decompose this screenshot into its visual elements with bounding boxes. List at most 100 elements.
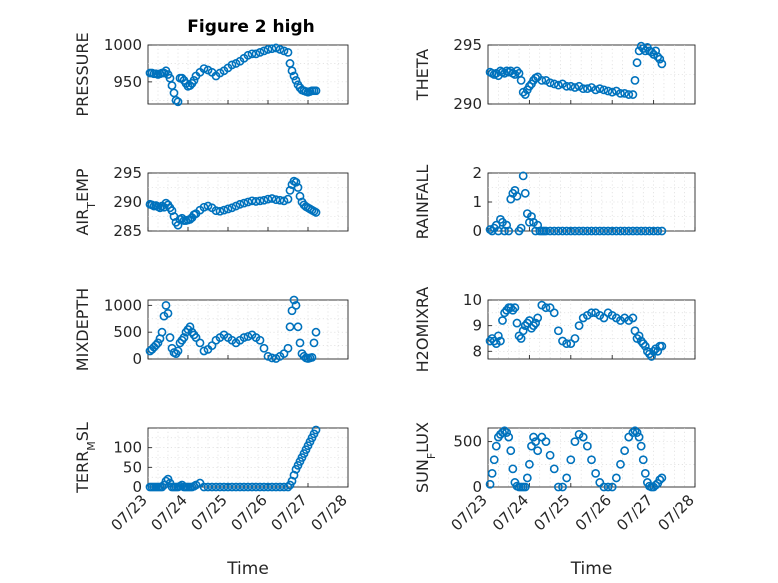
data-point [239, 333, 249, 342]
data-point [525, 81, 534, 91]
data-point [553, 326, 563, 336]
data-point [653, 226, 663, 236]
data-point [173, 97, 183, 107]
data-point [171, 95, 181, 105]
subplot-1: 950 1000 PRESSURE [73, 32, 349, 117]
y-axis-label: RAINFALL [413, 165, 432, 240]
data-point [518, 326, 528, 336]
data-point [628, 90, 638, 99]
data-point [231, 201, 241, 211]
data-point [595, 84, 605, 94]
data-point [591, 85, 601, 95]
data-point [157, 327, 167, 337]
x-tick-label: 07/27 [268, 491, 311, 534]
data-point [553, 80, 563, 90]
data-point [275, 195, 285, 205]
data-point [279, 196, 289, 206]
data-point [628, 313, 638, 323]
data-point [587, 226, 596, 236]
data-point [165, 333, 175, 342]
data-point [570, 83, 580, 92]
data-point [638, 455, 648, 465]
x-tick-label: 07/26 [572, 491, 615, 534]
data-point [549, 226, 559, 236]
data-point [223, 204, 233, 214]
data-point [566, 455, 576, 465]
data-point [566, 81, 576, 91]
data-point [199, 64, 209, 73]
y-tick-label: 0 [472, 478, 482, 496]
data-point [657, 473, 667, 483]
data-point [487, 468, 497, 478]
data-point [283, 343, 293, 353]
data-point [291, 177, 301, 187]
data-point [203, 482, 213, 492]
x-tick-label: 07/24 [489, 491, 532, 534]
data-point [630, 76, 640, 85]
data-point [649, 226, 658, 236]
data-point [634, 331, 644, 341]
data-point [632, 428, 642, 437]
y-tick-label: 0 [472, 222, 482, 240]
data-point [578, 226, 588, 236]
data-point [283, 194, 293, 204]
data-point [531, 318, 541, 328]
data-point [533, 446, 543, 456]
data-point [311, 86, 321, 96]
data-point [611, 473, 621, 483]
data-point [632, 226, 642, 236]
data-point [263, 45, 273, 54]
y-tick-label: 1000 [104, 36, 142, 54]
x-axis-label: Time [570, 559, 613, 579]
subplot-4: 0 1 2 RAINFALL [413, 164, 696, 240]
data-point [616, 88, 625, 98]
data-point [578, 84, 588, 94]
data-point [549, 308, 559, 318]
data-point [591, 468, 601, 478]
data-point [207, 482, 217, 492]
y-tick-label: 1 [472, 193, 482, 211]
subplot-3: 285 290 295 AIRTEMP [73, 164, 349, 240]
data-point [239, 198, 249, 208]
data-point [291, 300, 301, 310]
data-point [640, 468, 650, 478]
data-point [516, 223, 526, 233]
data-point [549, 464, 559, 474]
data-point [485, 479, 495, 489]
data-point [251, 49, 261, 59]
data-point [607, 226, 617, 236]
data-point [493, 331, 503, 341]
data-point [647, 47, 656, 57]
data-point [223, 482, 233, 492]
data-point [529, 432, 538, 442]
data-point [655, 54, 665, 64]
data-point [657, 59, 667, 69]
x-tick-label: 07/27 [613, 491, 656, 534]
data-point [185, 322, 195, 332]
data-point [599, 85, 609, 95]
y-tick-label: 0 [132, 350, 142, 368]
data-point [199, 346, 209, 356]
y-tick-label: 8 [472, 342, 482, 360]
data-point [504, 226, 514, 236]
data-point [549, 79, 559, 89]
data-point [570, 334, 580, 343]
data-point [640, 341, 650, 351]
data-point [311, 425, 321, 435]
data-point [157, 482, 167, 492]
data-point [189, 76, 199, 85]
data-point [558, 482, 567, 492]
data-point [283, 482, 293, 492]
data-point [163, 309, 173, 318]
data-point [620, 226, 630, 236]
x-tick-label: 07/28 [655, 491, 698, 534]
data-point [271, 43, 281, 53]
data-point [603, 482, 613, 492]
data-point [624, 90, 634, 99]
data-point [603, 226, 613, 236]
data-point [496, 336, 505, 346]
y-axis-label: PRESSURE [73, 32, 92, 116]
data-point [267, 353, 277, 363]
data-point [607, 482, 617, 492]
